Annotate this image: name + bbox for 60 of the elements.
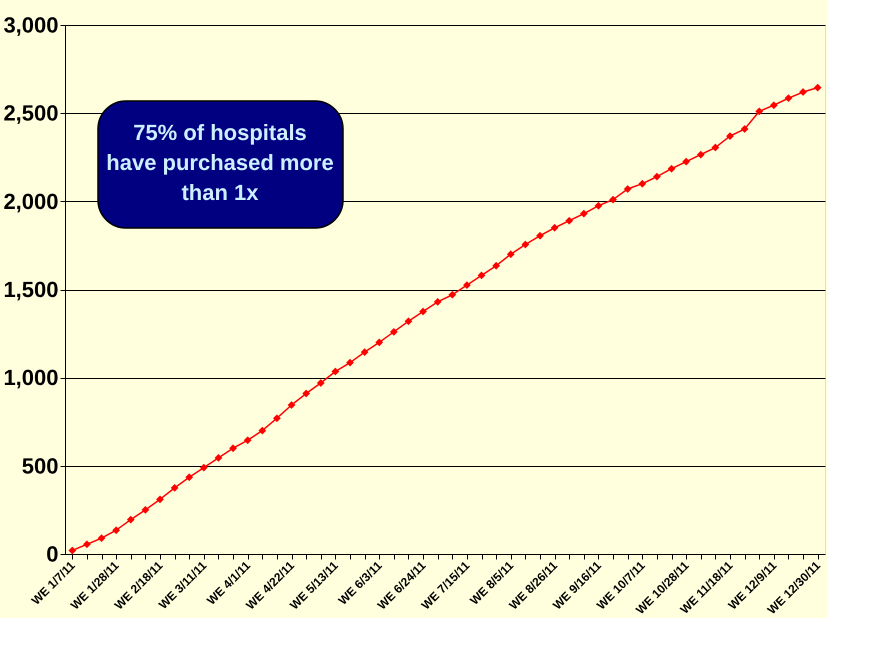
point: [478, 272, 486, 280]
y-tick-label: 0: [46, 542, 58, 566]
point: [784, 94, 792, 102]
point: [112, 526, 120, 534]
point: [565, 216, 574, 225]
point: [536, 232, 544, 240]
point: [156, 495, 164, 504]
point: [229, 444, 237, 452]
point: [390, 328, 398, 336]
point: [185, 473, 194, 482]
point: [375, 338, 384, 346]
point: [302, 390, 310, 398]
point: [200, 464, 208, 472]
point: [668, 164, 676, 173]
point: [288, 401, 296, 409]
point: [332, 368, 340, 376]
point: [682, 158, 690, 166]
point: [83, 540, 91, 548]
annotation: 75% of hospitals have purchased more than 1x: [106, 120, 334, 205]
point: [696, 150, 705, 158]
point: [799, 88, 807, 96]
point: [492, 262, 500, 270]
y-tick-label: 3,000: [3, 12, 58, 38]
y-tick-label: 500: [22, 453, 58, 478]
point: [244, 436, 252, 444]
point: [755, 108, 764, 116]
point: [594, 202, 602, 210]
point: [726, 132, 734, 140]
point: [814, 84, 822, 92]
y-tick-label: 1,000: [3, 365, 58, 390]
point: [98, 534, 106, 542]
point: [404, 317, 412, 326]
point: [580, 210, 588, 218]
point: [170, 484, 178, 492]
point: [638, 180, 646, 188]
point: [214, 454, 222, 462]
point: [273, 414, 281, 422]
y-tick-label: 1,500: [3, 277, 58, 302]
point: [624, 185, 632, 193]
point: [126, 516, 135, 524]
point: [448, 290, 456, 299]
point: [653, 172, 661, 181]
point: [522, 240, 530, 248]
point: [316, 379, 325, 387]
point: [740, 125, 748, 133]
y-tick-label: 2,500: [3, 100, 58, 126]
point: [360, 348, 368, 356]
point: [506, 250, 515, 258]
point: [550, 224, 558, 232]
y-tick-label: 2,000: [3, 188, 58, 214]
point: [463, 281, 471, 289]
point: [142, 506, 150, 514]
point: [712, 144, 720, 152]
point: [346, 358, 354, 367]
point: [258, 426, 266, 434]
point: [770, 101, 778, 110]
point: [434, 298, 442, 306]
point: [68, 546, 76, 554]
point: [419, 308, 427, 316]
point: [609, 196, 617, 204]
